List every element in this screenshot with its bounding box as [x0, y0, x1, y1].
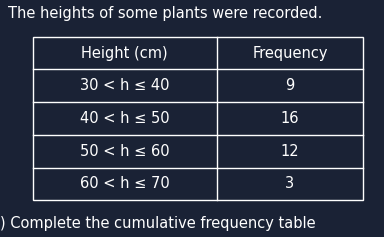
Text: 3: 3 [285, 176, 295, 191]
Text: 50 < h ≤ 60: 50 < h ≤ 60 [80, 144, 170, 159]
Text: 9: 9 [285, 78, 295, 93]
Text: 12: 12 [281, 144, 299, 159]
Text: Frequency: Frequency [252, 46, 328, 61]
Text: 30 < h ≤ 40: 30 < h ≤ 40 [80, 78, 170, 93]
Text: 16: 16 [281, 111, 299, 126]
Text: ) Complete the cumulative frequency table: ) Complete the cumulative frequency tabl… [0, 216, 316, 232]
Text: Height (cm): Height (cm) [81, 46, 168, 61]
Text: 60 < h ≤ 70: 60 < h ≤ 70 [80, 176, 170, 191]
Text: The heights of some plants were recorded.: The heights of some plants were recorded… [8, 6, 322, 21]
Text: 40 < h ≤ 50: 40 < h ≤ 50 [80, 111, 170, 126]
